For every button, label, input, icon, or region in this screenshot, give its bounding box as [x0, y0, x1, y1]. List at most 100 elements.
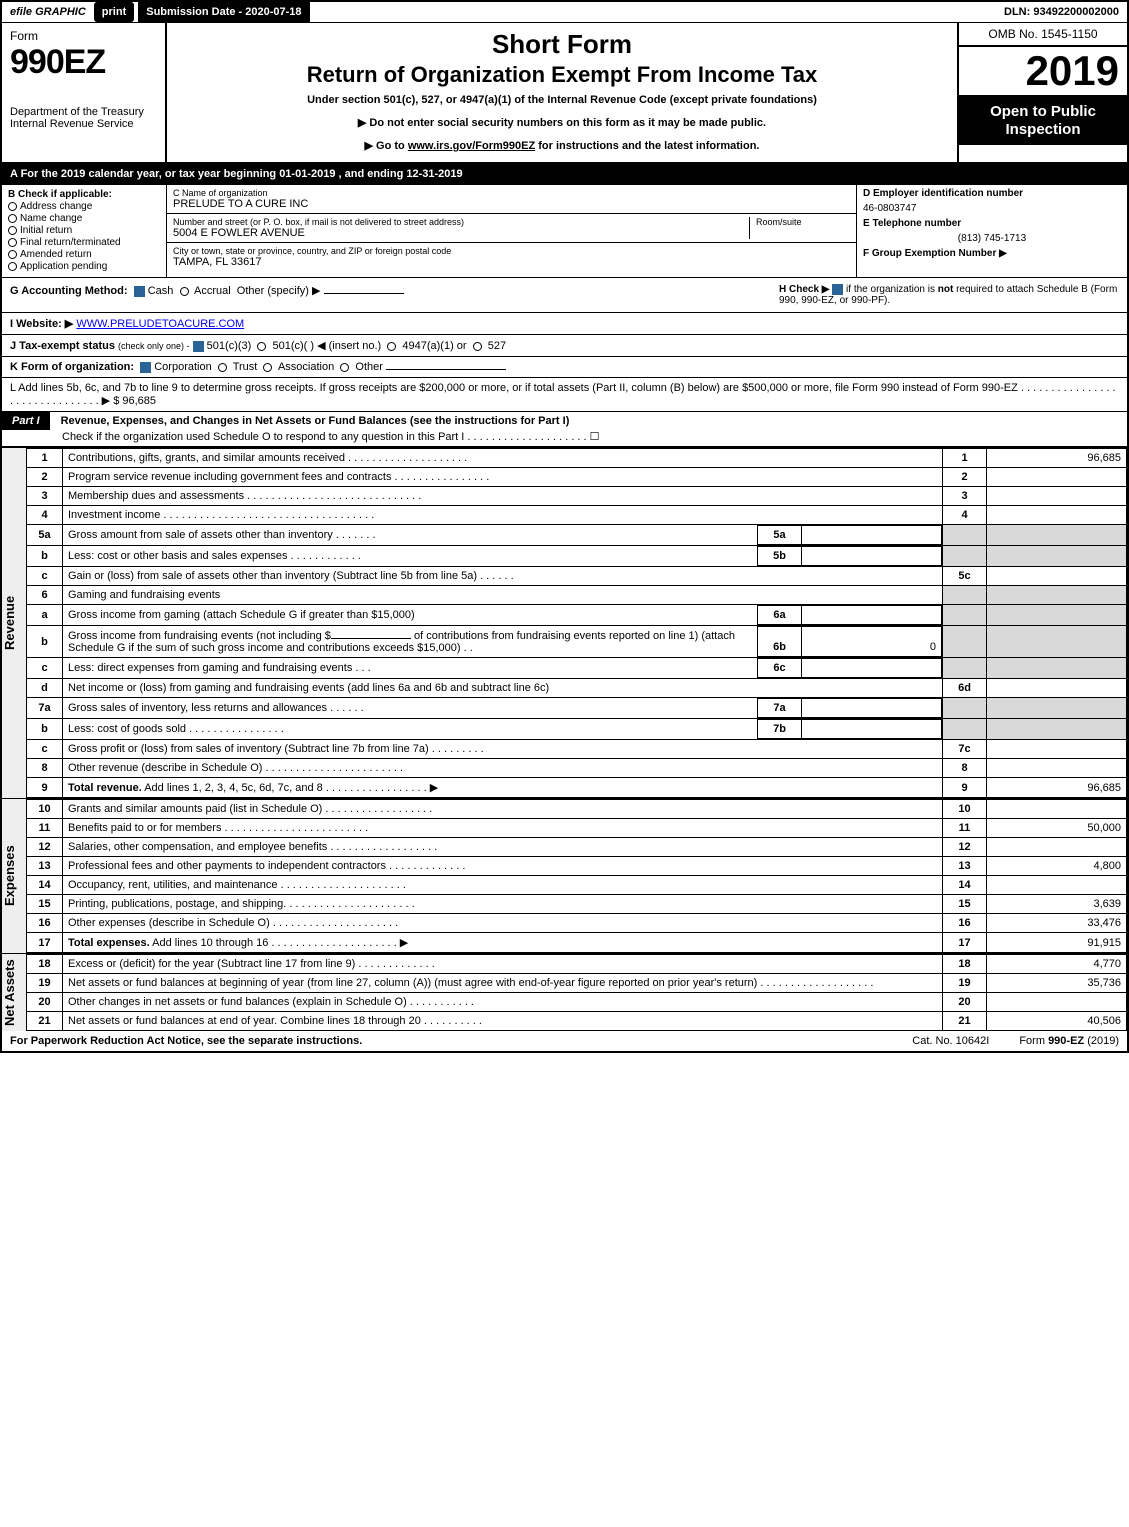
phone-label: E Telephone number: [863, 218, 1121, 229]
paperwork-notice: For Paperwork Reduction Act Notice, see …: [10, 1035, 362, 1047]
table-row: cGross profit or (loss) from sales of in…: [27, 740, 1127, 759]
chk-address-change[interactable]: Address change: [8, 201, 160, 212]
table-row: 4Investment income . . . . . . . . . . .…: [27, 506, 1127, 525]
table-row: 11Benefits paid to or for members . . . …: [27, 819, 1127, 838]
other-specify-input[interactable]: [324, 293, 404, 294]
net-assets-table: 18Excess or (deficit) for the year (Subt…: [26, 954, 1127, 1031]
website-link[interactable]: WWW.PRELUDETOACURE.COM: [76, 318, 244, 330]
chk-amended-return[interactable]: Amended return: [8, 249, 160, 260]
table-row: 2Program service revenue including gover…: [27, 468, 1127, 487]
l-value: 96,685: [122, 395, 156, 407]
revenue-sidebar: Revenue: [2, 448, 26, 798]
revenue-section: Revenue 1Contributions, gifts, grants, a…: [2, 447, 1127, 798]
table-row: 5aGross amount from sale of assets other…: [27, 525, 1127, 546]
header-title-block: Short Form Return of Organization Exempt…: [167, 23, 957, 162]
goto-pre: ▶ Go to: [365, 140, 408, 152]
chk-501c3[interactable]: [193, 341, 204, 352]
goto-post: for instructions and the latest informat…: [535, 140, 759, 152]
chk-final-return[interactable]: Final return/terminated: [8, 237, 160, 248]
table-row: 8Other revenue (describe in Schedule O) …: [27, 759, 1127, 778]
chk-assoc[interactable]: [263, 363, 272, 372]
j-label: J Tax-exempt status: [10, 340, 115, 352]
irs-link[interactable]: www.irs.gov/Form990EZ: [408, 140, 535, 152]
chk-initial-return[interactable]: Initial return: [8, 225, 160, 236]
other-org-input[interactable]: [386, 369, 506, 370]
table-row: 12Salaries, other compensation, and empl…: [27, 838, 1127, 857]
row-k-form-org: K Form of organization: Corporation Trus…: [2, 357, 1127, 378]
part-1-label: Part I: [2, 412, 50, 430]
table-row: 9Total revenue. Total revenue. Add lines…: [27, 778, 1127, 798]
form-number: 990EZ: [10, 43, 157, 82]
table-row: 17Total expenses. Add lines 10 through 1…: [27, 933, 1127, 953]
expenses-table: 10Grants and similar amounts paid (list …: [26, 799, 1127, 953]
street-address: 5004 E FOWLER AVENUE: [173, 227, 743, 239]
table-row: 13Professional fees and other payments t…: [27, 857, 1127, 876]
phone-value: (813) 745-1713: [863, 233, 1121, 244]
form-version: Form 990-EZ (2019): [1019, 1035, 1119, 1047]
group-exemption-label: F Group Exemption Number ▶: [863, 248, 1121, 259]
table-row: dNet income or (loss) from gaming and fu…: [27, 679, 1127, 698]
column-d-e-f: D Employer identification number 46-0803…: [857, 185, 1127, 277]
table-row: cLess: direct expenses from gaming and f…: [27, 658, 1127, 679]
part-1-sub: Check if the organization used Schedule …: [2, 430, 1127, 446]
chk-trust[interactable]: [218, 363, 227, 372]
top-bar: efile GRAPHIC print Submission Date - 20…: [2, 2, 1127, 23]
line-desc: Contributions, gifts, grants, and simila…: [63, 449, 943, 468]
addr-label: Number and street (or P. O. box, if mail…: [173, 217, 743, 227]
table-row: cGain or (loss) from sale of assets othe…: [27, 567, 1127, 586]
print-button[interactable]: print: [94, 2, 134, 22]
6b-amount-input[interactable]: [331, 638, 411, 639]
table-row: 1Contributions, gifts, grants, and simil…: [27, 449, 1127, 468]
chk-accrual[interactable]: [180, 287, 189, 296]
chk-527[interactable]: [473, 342, 482, 351]
table-row: 14Occupancy, rent, utilities, and mainte…: [27, 876, 1127, 895]
part-1-title: Revenue, Expenses, and Changes in Net As…: [53, 412, 578, 430]
entity-block: B Check if applicable: Address change Na…: [2, 185, 1127, 278]
return-title: Return of Organization Exempt From Incom…: [177, 62, 947, 88]
warning-ssn: ▶ Do not enter social security numbers o…: [177, 116, 947, 129]
line-a-calendar-year: A For the 2019 calendar year, or tax yea…: [2, 164, 1127, 185]
j-sub: (check only one) -: [118, 341, 190, 351]
expenses-sidebar: Expenses: [2, 799, 26, 953]
room-suite-label: Room/suite: [756, 217, 850, 227]
table-row: bLess: cost or other basis and sales exp…: [27, 546, 1127, 567]
row-j-tax-exempt: J Tax-exempt status (check only one) - 5…: [2, 335, 1127, 357]
col-b-header: B Check if applicable:: [8, 189, 160, 200]
table-row: 15Printing, publications, postage, and s…: [27, 895, 1127, 914]
header-form-block: Form 990EZ: [2, 23, 167, 162]
chk-4947[interactable]: [387, 342, 396, 351]
table-row: 6Gaming and fundraising events: [27, 586, 1127, 605]
expenses-section: Expenses 10Grants and similar amounts pa…: [2, 798, 1127, 953]
ein-value: 46-0803747: [863, 203, 1121, 214]
form-word: Form: [10, 29, 157, 43]
line-value: 96,685: [987, 449, 1127, 468]
ein-label: D Employer identification number: [863, 188, 1121, 199]
chk-cash[interactable]: [134, 286, 145, 297]
omb-number: OMB No. 1545-1150: [959, 23, 1127, 47]
chk-other-org[interactable]: [340, 363, 349, 372]
h-not: not: [938, 284, 954, 295]
table-row: 7aGross sales of inventory, less returns…: [27, 698, 1127, 719]
table-row: 21Net assets or fund balances at end of …: [27, 1012, 1127, 1031]
h-block: H Check ▶ if the organization is not req…: [779, 284, 1119, 306]
table-row: 18Excess or (deficit) for the year (Subt…: [27, 955, 1127, 974]
part-1-header: Part I Revenue, Expenses, and Changes in…: [2, 412, 1127, 447]
chk-h[interactable]: [832, 284, 843, 295]
i-label: I Website: ▶: [10, 318, 73, 330]
chk-name-change[interactable]: Name change: [8, 213, 160, 224]
column-c: C Name of organization PRELUDE TO A CURE…: [167, 185, 857, 277]
table-row: 10Grants and similar amounts paid (list …: [27, 800, 1127, 819]
column-b: B Check if applicable: Address change Na…: [2, 185, 167, 277]
efile-graphic-label: efile GRAPHIC: [2, 2, 94, 22]
open-to-public: Open to Public Inspection: [959, 97, 1127, 145]
chk-corp[interactable]: [140, 362, 151, 373]
k-label: K Form of organization:: [10, 361, 134, 373]
table-row: 19Net assets or fund balances at beginni…: [27, 974, 1127, 993]
table-row: aGross income from gaming (attach Schedu…: [27, 605, 1127, 626]
chk-application-pending[interactable]: Application pending: [8, 261, 160, 272]
short-form-title: Short Form: [177, 29, 947, 60]
g-label: G Accounting Method:: [10, 285, 128, 297]
chk-501c[interactable]: [257, 342, 266, 351]
row-g-h: G Accounting Method: Cash Accrual Other …: [2, 278, 1127, 313]
goto-line: ▶ Go to www.irs.gov/Form990EZ for instru…: [177, 139, 947, 152]
